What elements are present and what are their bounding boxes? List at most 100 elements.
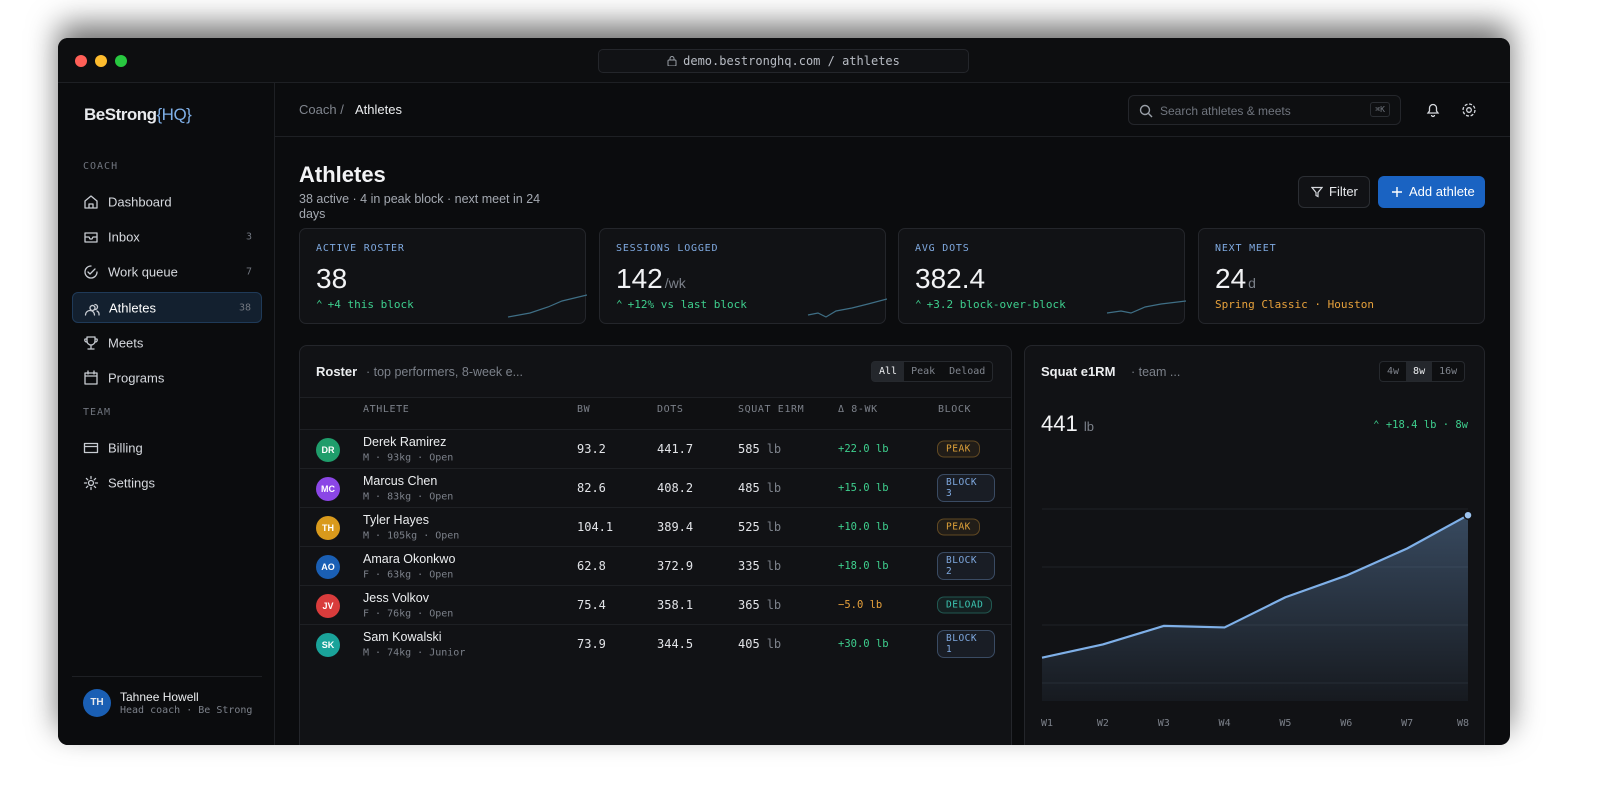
range-option[interactable]: 4w [1387,366,1400,377]
stat-card: ACTIVE ROSTER 38 ⌃ +4 this block [299,228,587,324]
icon-path [83,442,99,454]
stat-value: 38 [316,263,347,295]
brand-accent: {HQ} [156,105,192,124]
x-tick-label: W1 [1041,718,1053,729]
nav-item[interactable]: Programs [72,362,262,393]
user-avatar[interactable]: TH [83,689,111,717]
squat: 585 lb [738,442,781,456]
add-label: Add athlete [1409,184,1475,199]
icon-path [83,475,99,491]
area [1042,515,1468,701]
table-row[interactable]: TH Tyler Hayes M · 105kg · Open 104.1 389.4 5… [300,507,1011,546]
stat-value: 24 d [1215,263,1256,295]
sparkline-path [1106,300,1186,314]
x-tick-label: W8 [1457,718,1469,729]
url-bar[interactable]: demo.bestronghq.com / athletes [598,49,969,73]
delta: +22.0 lb [838,443,889,455]
dots: 408.2 [657,481,694,495]
brand[interactable]: BeStrong{HQ} [84,105,192,125]
sparkline-path [507,294,587,318]
dots: 441.7 [657,442,694,456]
delta-text: +3.2 block-over-block [926,298,1066,311]
nav-icon [83,475,99,491]
nav-label: Meets [108,335,144,350]
end-point [1463,510,1473,520]
divider [72,676,262,677]
nav-item[interactable]: Dashboard [72,186,262,217]
icon-path [84,370,98,385]
stat-delta: ⌃ +12% vs last block [616,298,747,311]
chart: W1 W2 W3 W4 W5 W6 W7 W8 [1041,508,1473,729]
avatar: DR [316,438,340,462]
search-shortcut: ⌘K [1370,102,1390,117]
filter-label: Filter [1329,184,1358,199]
close-dot[interactable] [75,55,87,67]
settings-icon[interactable] [1461,102,1477,118]
table-header-bg [300,397,1011,429]
nav-icon [84,265,98,279]
nav-item[interactable]: Inbox 3 [72,221,262,252]
plus-icon [1392,187,1402,197]
dots: 358.1 [657,598,694,612]
icon-path [84,265,98,279]
column-header: Δ 8-WK [838,404,878,415]
search-box[interactable]: Search athletes & meets ⌘K [1128,95,1401,125]
squat-unit: lb [766,598,782,612]
delta: +15.0 lb [838,482,889,494]
minimize-dot[interactable] [95,55,107,67]
filter-option[interactable]: All [872,362,905,381]
nav-item[interactable]: Settings [72,467,262,498]
icon-path [84,232,98,243]
nav-label: Athletes [109,300,156,315]
bell-icon[interactable] [1425,102,1441,118]
table-row[interactable]: JV Jess Volkov F · 76kg · Open 75.4 358.1 365… [300,585,1011,624]
range-option[interactable]: 8w [1406,362,1433,381]
nav-item[interactable]: Athletes 38 [72,292,262,323]
table-row[interactable]: MC Marcus Chen M · 83kg · Open 82.6 408.2 485… [300,468,1011,507]
squat-unit: lb [766,637,782,651]
stat-card: SESSIONS LOGGED 142/wk ⌃ +12% vs last block [599,228,887,324]
filter-option[interactable]: Peak [911,366,936,377]
nav-item[interactable]: Work queue 7 [72,256,262,287]
column-header: BW [577,404,591,415]
current-number: 441 [1041,411,1078,436]
athlete-meta: M · 74kg · Junior [363,647,466,659]
x-tick-label: W4 [1219,718,1231,729]
stat-delta: ⌃ +3.2 block-over-block [915,298,1066,311]
nav-item[interactable]: Meets [72,327,262,358]
table-row[interactable]: AO Amara Okonkwo F · 63kg · Open 62.8 372.9 3… [300,546,1011,585]
nav-item[interactable]: Billing [72,432,262,463]
sparkline [1106,300,1186,314]
block-pill: BLOCK 1 [937,630,995,658]
section-label: COACH [83,161,119,172]
avatar: SK [316,633,340,657]
section-label: TEAM [83,407,112,418]
zoom-dot[interactable] [115,55,127,67]
nav-icon [84,195,98,209]
column-header: BLOCK [938,404,972,415]
athlete-name: Amara Okonkwo [363,552,456,566]
bw: 104.1 [577,520,614,534]
filter-option[interactable]: Deload [949,366,986,377]
nav-label: Settings [108,475,155,490]
delta-arrow: ⌃ [915,298,922,311]
nav-icon [84,336,98,350]
filter-button[interactable]: Filter [1298,176,1370,208]
stat-value: 382.4 [915,263,985,295]
sparkline-path [807,298,887,318]
filter-icon [1311,186,1323,198]
breadcrumb-parent[interactable]: Coach / [299,102,344,117]
table-row[interactable]: DR Derek Ramirez M · 93kg · Open 93.2 441.7 5… [300,429,1011,468]
add-athlete-button[interactable]: Add athlete [1378,176,1485,208]
avatar: JV [316,594,340,618]
squat-value: 585 [738,442,760,456]
avatar: TH [316,516,340,540]
stat-note: Spring Classic · Houston [1215,298,1374,311]
x-tick-label: W3 [1158,718,1170,729]
x-tick-label: W7 [1401,718,1413,729]
athlete-meta: M · 83kg · Open [363,491,454,503]
table-row[interactable]: SK Sam Kowalski M · 74kg · Junior 73.9 344.5… [300,624,1011,663]
range-option[interactable]: 16w [1439,366,1458,377]
nav-count: 3 [245,231,252,242]
nav-label: Work queue [108,264,178,279]
